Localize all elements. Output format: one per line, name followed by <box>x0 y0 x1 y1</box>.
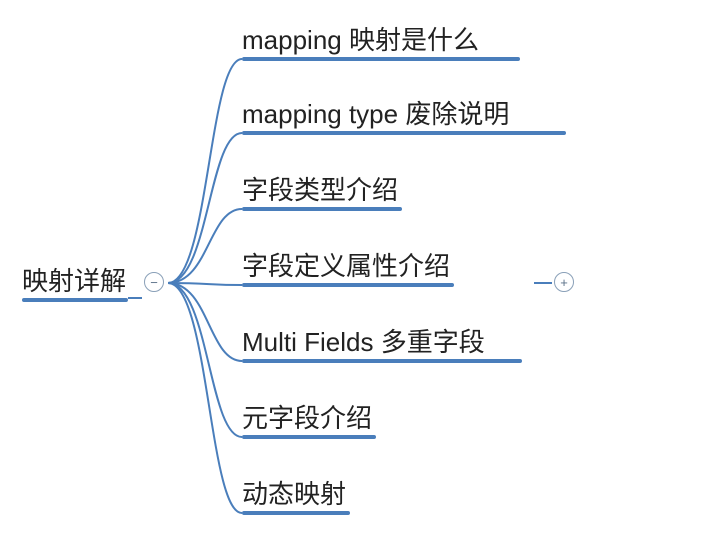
child-node[interactable]: 字段定义属性介绍 <box>242 246 450 283</box>
child-node[interactable]: 动态映射 <box>242 474 346 511</box>
plus-icon: + <box>560 276 568 289</box>
minus-icon: − <box>150 276 158 289</box>
child-underline <box>242 283 454 287</box>
root-node[interactable]: 映射详解 <box>22 261 126 298</box>
child-node[interactable]: Multi Fields 多重字段 <box>242 322 485 359</box>
child-underline <box>242 57 520 61</box>
root-underline <box>22 298 128 302</box>
child-node[interactable]: mapping 映射是什么 <box>242 20 479 57</box>
child-underline <box>242 511 350 515</box>
expand-toggle[interactable]: + <box>554 272 574 292</box>
mindmap-canvas: 映射详解 − mapping 映射是什么 mapping type 废除说明字段类… <box>0 0 728 556</box>
child-underline <box>242 131 566 135</box>
child-underline <box>242 359 522 363</box>
child-node[interactable]: 元字段介绍 <box>242 398 372 435</box>
child-underline <box>242 435 376 439</box>
child-node[interactable]: 字段类型介绍 <box>242 170 398 207</box>
child-underline <box>242 207 402 211</box>
collapse-toggle[interactable]: − <box>144 272 164 292</box>
child-node[interactable]: mapping type 废除说明 <box>242 94 509 131</box>
